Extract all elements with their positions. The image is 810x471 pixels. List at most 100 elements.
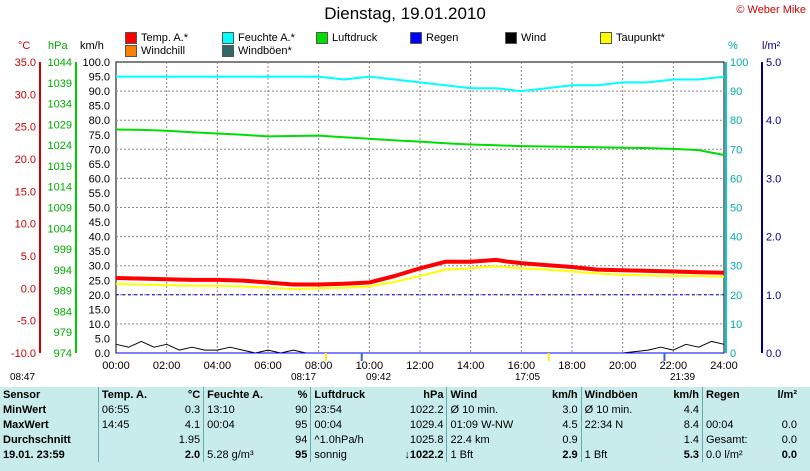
rain-unit: l/m² bbox=[762, 40, 781, 52]
wind-tick-label: 60.0 bbox=[89, 173, 110, 185]
stats-cell: 2.9 bbox=[562, 448, 578, 461]
wind-tick-label: 90.0 bbox=[89, 86, 110, 98]
rain-tick-label: 4.0 bbox=[766, 115, 781, 127]
legend-label: Temp. A.* bbox=[141, 32, 189, 44]
stats-cell: 1025.8 bbox=[409, 433, 444, 446]
wind-tick-label: 55.0 bbox=[89, 188, 110, 200]
legend-swatch bbox=[505, 32, 517, 44]
rain-tick-label: 3.0 bbox=[766, 173, 781, 185]
temp-tick-label: 25.0 bbox=[15, 122, 36, 134]
stats-cell: MaxWert bbox=[3, 418, 49, 431]
stats-cell: 14:45 bbox=[97, 417, 167, 432]
humidity-tick-label: 100 bbox=[730, 57, 748, 69]
stats-cell bbox=[766, 402, 800, 417]
moonrise-label: 09:42 bbox=[366, 372, 392, 383]
stats-cell bbox=[203, 432, 287, 447]
stats-header-row: Sensor Temp. A. °C Feuchte A.% Luftdruck hPa W… bbox=[0, 387, 800, 402]
stats-cell: 90 bbox=[295, 403, 308, 416]
stats-cell: 4.5 bbox=[562, 418, 578, 431]
rain-tick-label: 5.0 bbox=[766, 57, 781, 69]
stats-cell: 2.0 bbox=[184, 448, 201, 461]
stats-cell: 22.4 km bbox=[446, 432, 539, 447]
x-tick-label: 18:00 bbox=[558, 360, 586, 372]
chart-title: Dienstag, 19.01.2010 bbox=[324, 4, 486, 23]
stats-cell: 22:34 N bbox=[580, 417, 660, 432]
wind-tick-label: 25.0 bbox=[89, 275, 110, 287]
temp-tick-label: 30.0 bbox=[15, 89, 36, 101]
temp-tick-label: 5.0 bbox=[21, 251, 36, 263]
stats-cell: 1 Bft bbox=[446, 447, 539, 462]
stats-cell: 00:04 bbox=[203, 417, 287, 432]
pressure-tick-label: 1044 bbox=[48, 57, 72, 69]
stats-cell: Gesamt: bbox=[702, 432, 767, 447]
wind-tick-label: 10.0 bbox=[89, 319, 110, 331]
moonset-label: 21:39 bbox=[670, 372, 696, 383]
stats-cell: 4.4 bbox=[683, 403, 699, 416]
legend-item: Wind bbox=[505, 32, 546, 44]
stats-cell: 95 bbox=[295, 448, 308, 461]
humidity-tick-label: 70 bbox=[730, 144, 742, 156]
x-tick-label: 20:00 bbox=[609, 360, 637, 372]
temp-tick-label: 20.0 bbox=[15, 154, 36, 166]
stats-cell: 19.01. 23:59 bbox=[3, 448, 65, 461]
stats-cell: ^1.0hPa/h bbox=[310, 432, 387, 447]
stats-cell bbox=[580, 432, 660, 447]
series-line bbox=[115, 128, 725, 156]
wind-tick-label: 15.0 bbox=[89, 304, 110, 316]
stats-row: MaxWert 14:45 4.1 00:04 95 00:04 1029.4 01:09 W… bbox=[0, 417, 800, 432]
stats-cell: 4.1 bbox=[184, 418, 201, 431]
temp-tick-label: 0.0 bbox=[21, 283, 36, 295]
stats-cell: 0.9 bbox=[562, 433, 578, 446]
rain-tick-label: 2.0 bbox=[766, 232, 781, 244]
stats-cell: 1 Bft bbox=[580, 447, 660, 462]
wind-tick-label: 80.0 bbox=[89, 115, 110, 127]
legend-swatch bbox=[600, 32, 612, 44]
stats-cell: °C bbox=[187, 388, 201, 401]
stats-cell: 8.4 bbox=[683, 418, 699, 431]
stats-cell: sonnig bbox=[310, 447, 387, 462]
legend-swatch bbox=[125, 32, 137, 44]
pressure-tick-label: 1004 bbox=[48, 223, 72, 235]
humidity-tick-label: 40 bbox=[730, 232, 742, 244]
stats-cell bbox=[97, 432, 167, 447]
legend-item: Taupunkt* bbox=[600, 32, 665, 44]
stats-cell: 5.3 bbox=[683, 448, 699, 461]
pressure-tick-label: 974 bbox=[54, 348, 72, 360]
x-tick-label: 14:00 bbox=[457, 360, 485, 372]
pressure-tick-label: 1009 bbox=[48, 203, 72, 215]
stats-cell: 0.0 bbox=[781, 433, 797, 446]
stats-cell: 1029.4 bbox=[409, 418, 444, 431]
pressure-tick-label: 1024 bbox=[48, 140, 72, 152]
stats-cell: Sensor bbox=[3, 388, 41, 401]
stats-cell: 01:09 W-NW bbox=[446, 417, 539, 432]
wind-tick-label: 65.0 bbox=[89, 159, 110, 171]
humidity-unit: % bbox=[728, 40, 738, 52]
wind-tick-label: 40.0 bbox=[89, 232, 110, 244]
pressure-tick-label: 979 bbox=[54, 327, 72, 339]
stats-cell: Feuchte A. bbox=[203, 387, 287, 402]
legend-label: Wind bbox=[521, 32, 547, 44]
pressure-unit: hPa bbox=[48, 40, 68, 52]
temp-tick-label: 35.0 bbox=[15, 57, 36, 69]
temp-unit: °C bbox=[18, 40, 31, 52]
sunrise-label: 08:17 bbox=[291, 372, 317, 383]
humidity-tick-label: 20 bbox=[730, 290, 742, 302]
wind-tick-label: 95.0 bbox=[89, 72, 110, 84]
stats-row: MinWert 06:55 0.3 13:10 90 23:54 1022.2 Ø 10 mi… bbox=[0, 402, 800, 417]
stats-cell: 0.0 l/m² bbox=[702, 447, 767, 462]
pressure-tick-label: 984 bbox=[54, 306, 72, 318]
x-tick-label: 10:00 bbox=[356, 360, 384, 372]
wind-tick-label: 45.0 bbox=[89, 217, 110, 229]
wind-tick-label: 100.0 bbox=[82, 57, 110, 69]
x-tick-label: 12:00 bbox=[406, 360, 434, 372]
stats-cell: 23:54 bbox=[310, 402, 387, 417]
wind-tick-label: 30.0 bbox=[89, 261, 110, 273]
pressure-tick-label: 1014 bbox=[48, 182, 72, 194]
stats-cell: 1.95 bbox=[178, 433, 201, 446]
stats-cell: Regen bbox=[702, 387, 767, 402]
stats-cell bbox=[97, 447, 167, 462]
credit-link[interactable]: © Weber Mike bbox=[736, 4, 806, 16]
humidity-tick-label: 50 bbox=[730, 203, 742, 215]
wind-tick-label: 85.0 bbox=[89, 101, 110, 113]
wind-tick-label: 5.0 bbox=[95, 333, 110, 345]
